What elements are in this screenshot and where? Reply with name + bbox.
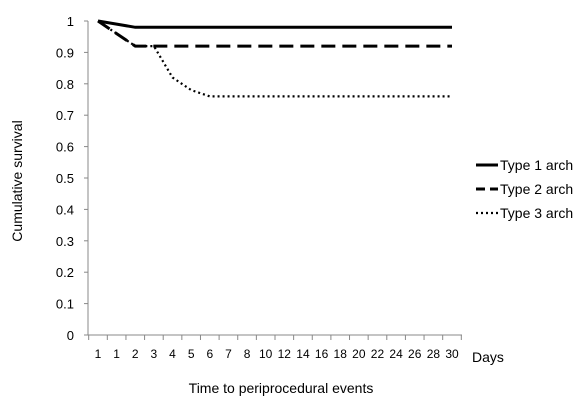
x-tick-label: 4: [169, 347, 176, 361]
x-tick-label: 16: [315, 347, 329, 361]
series-line-2: [97, 19, 452, 48]
x-tick-label: 1: [95, 347, 102, 361]
y-axis-title: Cumulative survival: [9, 120, 25, 241]
legend: Type 1 arch Type 2 arch Type 3 arch: [476, 157, 573, 221]
x-tick-label: 30: [445, 347, 459, 361]
x-tick-label: 5: [188, 347, 195, 361]
x-unit-label: Days: [472, 349, 504, 365]
x-tick-label: 14: [296, 347, 310, 361]
y-tick-label: 0.2: [56, 265, 74, 280]
y-tick-label: 0.5: [56, 171, 74, 186]
y-tick-label: 0.3: [56, 234, 74, 249]
x-tick-label: 28: [427, 347, 441, 361]
y-tick-label: 0.4: [56, 202, 74, 217]
x-tick-label: 24: [389, 347, 403, 361]
x-tick-label: 7: [225, 347, 232, 361]
legend-label-3: Type 3 arch: [500, 205, 573, 221]
series-lines: [97, 19, 452, 98]
x-tick-labels: 1 1 2 3 4 5 6 7 8 10 12 14 16 18 20 22 24 26 28 30: [88, 335, 462, 361]
x-tick-label: 20: [352, 347, 366, 361]
y-tick-label: 0.6: [56, 140, 74, 155]
x-tick-label: 6: [206, 347, 213, 361]
y-tick-label: 0.9: [56, 45, 74, 60]
y-tick-label: 0.7: [56, 108, 74, 123]
x-axis-title: Time to periprocedural events: [189, 380, 374, 396]
x-tick-label: 22: [371, 347, 385, 361]
x-tick-label: 3: [151, 347, 158, 361]
y-tick-label: 0.1: [56, 297, 74, 312]
x-tick-label: 8: [244, 347, 251, 361]
y-tick-labels: 0 0.1 0.2 0.3 0.4 0.5 0.6 0.7 0.8 0.9 1: [56, 14, 88, 343]
x-tick-label: 2: [132, 347, 139, 361]
x-tick-label: 12: [278, 347, 292, 361]
x-tick-label: 26: [408, 347, 422, 361]
legend-label-2: Type 2 arch: [500, 181, 573, 197]
y-tick-label: 0: [67, 328, 74, 343]
legend-label-1: Type 1 arch: [500, 157, 573, 173]
x-tick-label: 1: [113, 347, 120, 361]
x-tick-label: 18: [334, 347, 348, 361]
y-tick-label: 1: [67, 14, 74, 29]
x-tick-label: 10: [259, 347, 273, 361]
series-line-1: [97, 19, 452, 29]
y-tick-label: 0.8: [56, 77, 74, 92]
series-line-3: [97, 20, 452, 98]
